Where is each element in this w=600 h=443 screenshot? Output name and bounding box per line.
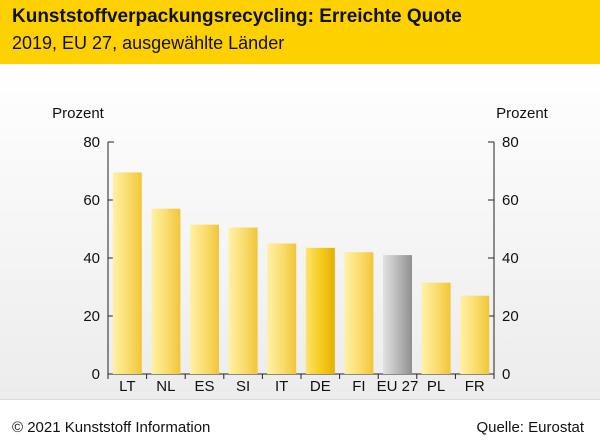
bar-nl xyxy=(151,208,181,374)
bar-it xyxy=(267,243,297,374)
bar-fr xyxy=(460,295,490,374)
bar-es xyxy=(190,224,219,374)
y-tick-label-right: 20 xyxy=(502,308,519,325)
x-tick-labels: LT NL ES SI IT DE FI EU 27 PL FR xyxy=(107,374,495,395)
y-tick-label-right: 60 xyxy=(502,192,519,209)
x-tick-label: EU 27 xyxy=(377,378,419,395)
x-tick-label: FI xyxy=(352,378,365,395)
chart-subtitle: 2019, EU 27, ausgewählte Länder xyxy=(12,33,285,53)
y-tick-label-right: 40 xyxy=(502,250,519,267)
y-tick-label-left: 20 xyxy=(83,308,100,325)
copyright-text: © 2021 Kunststoff Information xyxy=(12,419,211,436)
x-tick-label: LT xyxy=(119,378,135,395)
bar-si xyxy=(228,227,258,374)
y-axis-label-right: Prozent xyxy=(496,105,549,122)
y-tick-label-right: 0 xyxy=(502,366,510,383)
x-tick-label: PL xyxy=(427,378,445,395)
bar-eu-27 xyxy=(383,255,412,374)
source-text: Quelle: Eurostat xyxy=(476,419,584,436)
bars xyxy=(112,172,490,374)
title-bar: Kunststoffverpackungsrecycling: Erreicht… xyxy=(0,0,600,64)
y-tick-label-right: 80 xyxy=(502,134,519,151)
x-tick-label: IT xyxy=(275,378,288,395)
x-tick-label: DE xyxy=(310,378,331,395)
y-tick-label-left: 80 xyxy=(83,134,100,151)
x-tick-label: ES xyxy=(194,378,214,395)
bar-lt xyxy=(112,172,142,374)
x-tick-label: NL xyxy=(156,378,175,395)
y-ticks: 0 0 20 20 40 40 60 60 80 80 xyxy=(83,134,518,383)
y-tick-label-left: 40 xyxy=(83,250,100,267)
bar-pl xyxy=(421,282,451,374)
y-axis-label-left: Prozent xyxy=(52,105,105,122)
x-tick-label: FR xyxy=(465,378,485,395)
bar-fi xyxy=(344,252,374,374)
chart-title: Kunststoffverpackungsrecycling: Erreicht… xyxy=(12,6,462,27)
y-tick-label-left: 60 xyxy=(83,192,100,209)
x-tick-label: SI xyxy=(236,378,250,395)
y-tick-label-left: 0 xyxy=(92,366,100,383)
chart-panel xyxy=(0,64,600,400)
bar-de xyxy=(305,247,335,374)
